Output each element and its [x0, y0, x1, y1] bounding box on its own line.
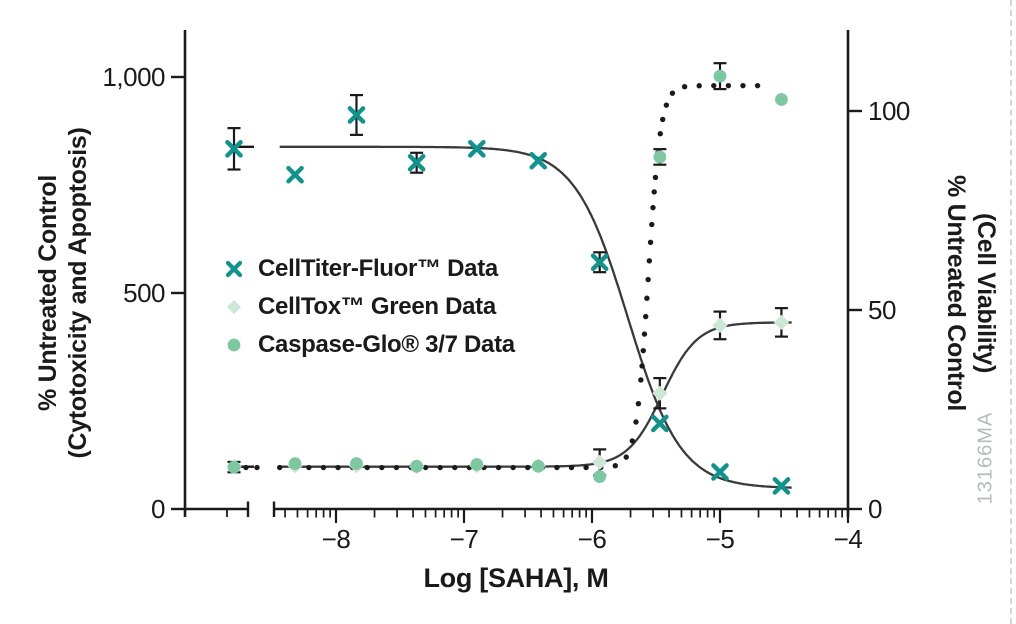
x-marker-icon: [222, 257, 246, 281]
legend-item-caspase-glo: Caspase-Glo® 3/7 Data: [222, 326, 515, 364]
legend-item-celltox-green: CellTox™ Green Data: [222, 288, 515, 326]
legend-label: CellTiter-Fluor™ Data: [258, 255, 498, 282]
legend-item-celltiter-fluor: CellTiter-Fluor™ Data: [222, 250, 515, 288]
left-axis-title-line1: % Untreated Control: [34, 175, 62, 411]
series-markers-2: [227, 69, 788, 483]
left-tick-label: 0: [151, 494, 165, 524]
x-axis-ticks: −8 −7 −6 −5 −4: [284, 509, 863, 554]
right-axis-title-line2: (Cell Viability): [972, 212, 1000, 374]
right-tick-label: 50: [868, 295, 896, 325]
x-tick-label: −6: [578, 524, 607, 554]
right-axis-title-line1: % Untreated Control: [942, 175, 970, 411]
right-tick-label: 0: [868, 494, 882, 524]
watermark: 13166MA: [974, 411, 997, 505]
x-axis-title: Log [SAHA], M: [423, 563, 609, 593]
series-markers-0: [225, 106, 791, 495]
left-tick-label: 500: [123, 278, 165, 308]
x-tick-label: −4: [834, 524, 863, 554]
right-axis-title: % Untreated Control (Cell Viability): [941, 175, 1001, 411]
x-tick-label: −8: [322, 524, 351, 554]
legend: CellTiter-Fluor™ Data CellTox™ Green Dat…: [222, 250, 515, 364]
x-tick-label: −5: [706, 524, 735, 554]
x-tick-label: −7: [450, 524, 479, 554]
fit-curve-2: [243, 82, 761, 471]
y-axis-ticks: 0 500 1,000 0 50 100: [102, 62, 910, 524]
legend-label: CellTox™ Green Data: [258, 293, 496, 320]
legend-label: Caspase-Glo® 3/7 Data: [258, 331, 515, 358]
left-tick-label: 1,000: [102, 62, 165, 92]
page-edge-dashed-line: [1010, 0, 1012, 624]
right-tick-label: 100: [868, 96, 910, 126]
left-axis-title-line2: (Cytotoxicity and Apoptosis): [64, 127, 92, 459]
circle-marker-icon: [222, 333, 246, 357]
left-axis-title: % Untreated Control (Cytotoxicity and Ap…: [33, 128, 93, 459]
diamond-marker-icon: [222, 295, 246, 319]
